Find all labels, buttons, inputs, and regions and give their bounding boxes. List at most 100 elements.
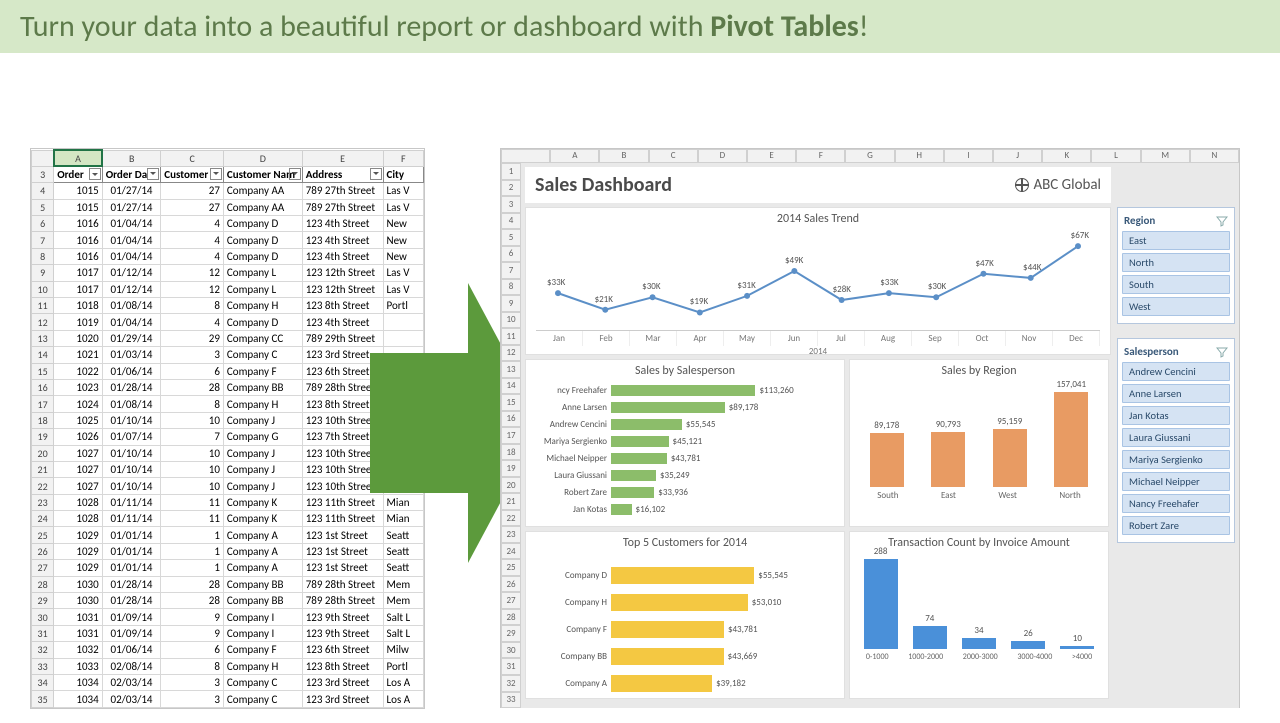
- table-cell[interactable]: 1029: [54, 560, 102, 576]
- table-cell[interactable]: Company H: [223, 298, 302, 314]
- table-cell[interactable]: Company J: [223, 461, 302, 477]
- table-cell[interactable]: Company G: [223, 429, 302, 445]
- table-cell[interactable]: 4: [161, 314, 224, 330]
- table-cell[interactable]: 01/04/14: [102, 314, 161, 330]
- row-header[interactable]: 30: [32, 609, 54, 625]
- table-cell[interactable]: 6: [161, 363, 224, 379]
- table-cell[interactable]: 01/10/14: [102, 445, 161, 461]
- row-header[interactable]: 13: [32, 330, 54, 346]
- table-cell[interactable]: 01/10/14: [102, 478, 161, 494]
- table-cell[interactable]: Company H: [223, 396, 302, 412]
- table-cell[interactable]: Company I: [223, 625, 302, 641]
- table-cell[interactable]: 01/04/14: [102, 216, 161, 232]
- table-cell[interactable]: Portl: [383, 658, 423, 674]
- table-cell[interactable]: Salt L: [383, 625, 423, 641]
- table-cell[interactable]: 123 8th Street: [302, 658, 383, 674]
- row-header[interactable]: 34: [32, 675, 54, 691]
- table-cell[interactable]: New: [383, 248, 423, 264]
- table-cell[interactable]: Las V: [383, 183, 423, 199]
- table-header[interactable]: Customer: [161, 166, 224, 182]
- table-cell[interactable]: Company K: [223, 494, 302, 510]
- table-cell[interactable]: 1027: [54, 461, 102, 477]
- row-header[interactable]: 22: [32, 478, 54, 494]
- table-cell[interactable]: Las V: [383, 265, 423, 281]
- table-cell[interactable]: Mem: [383, 593, 423, 609]
- table-cell[interactable]: 01/12/14: [102, 281, 161, 297]
- filter-dropdown-icon[interactable]: [210, 168, 222, 180]
- table-cell[interactable]: 01/29/14: [102, 330, 161, 346]
- table-cell[interactable]: 29: [161, 330, 224, 346]
- table-cell[interactable]: 1028: [54, 494, 102, 510]
- table-cell[interactable]: 10: [161, 461, 224, 477]
- table-cell[interactable]: Los A: [383, 675, 423, 691]
- table-cell[interactable]: 1034: [54, 675, 102, 691]
- slicer-item[interactable]: Mariya Sergienko: [1122, 450, 1230, 469]
- table-cell[interactable]: 789 27th Street: [302, 199, 383, 215]
- table-cell[interactable]: 02/08/14: [102, 658, 161, 674]
- filter-dropdown-icon[interactable]: [370, 168, 382, 180]
- table-cell[interactable]: 1019: [54, 314, 102, 330]
- slicer-item[interactable]: Anne Larsen: [1122, 384, 1230, 403]
- table-cell[interactable]: 123 9th Street: [302, 609, 383, 625]
- slicer-region[interactable]: Region EastNorthSouthWest: [1117, 207, 1235, 324]
- col-header[interactable]: F: [383, 150, 423, 166]
- table-cell[interactable]: 01/03/14: [102, 347, 161, 363]
- table-cell[interactable]: 1027: [54, 445, 102, 461]
- table-cell[interactable]: 1017: [54, 281, 102, 297]
- table-cell[interactable]: 8: [161, 298, 224, 314]
- table-cell[interactable]: Company F: [223, 642, 302, 658]
- row-header[interactable]: 15: [32, 363, 54, 379]
- table-cell[interactable]: Mem: [383, 576, 423, 592]
- table-cell[interactable]: 12: [161, 265, 224, 281]
- table-cell[interactable]: 12: [161, 281, 224, 297]
- table-cell[interactable]: 01/01/14: [102, 527, 161, 543]
- table-cell[interactable]: Company H: [223, 658, 302, 674]
- row-header[interactable]: 29: [32, 593, 54, 609]
- row-header[interactable]: 27: [32, 560, 54, 576]
- table-cell[interactable]: 27: [161, 183, 224, 199]
- slicer-item[interactable]: Andrew Cencini: [1122, 362, 1230, 381]
- table-cell[interactable]: Company CC: [223, 330, 302, 346]
- slicer-item[interactable]: Michael Neipper: [1122, 472, 1230, 491]
- table-cell[interactable]: 1031: [54, 625, 102, 641]
- slicer-item[interactable]: West: [1122, 297, 1230, 316]
- table-cell[interactable]: 9: [161, 625, 224, 641]
- row-header[interactable]: 10: [32, 281, 54, 297]
- row-header[interactable]: 12: [32, 314, 54, 330]
- row-header[interactable]: 32: [32, 642, 54, 658]
- table-cell[interactable]: 01/06/14: [102, 642, 161, 658]
- table-cell[interactable]: 1020: [54, 330, 102, 346]
- table-cell[interactable]: 01/27/14: [102, 199, 161, 215]
- table-cell[interactable]: 1018: [54, 298, 102, 314]
- table-cell[interactable]: 1031: [54, 609, 102, 625]
- table-cell[interactable]: Company BB: [223, 576, 302, 592]
- table-cell[interactable]: Company L: [223, 265, 302, 281]
- table-header[interactable]: Order Da: [102, 166, 161, 182]
- table-cell[interactable]: 1030: [54, 593, 102, 609]
- table-cell[interactable]: Las V: [383, 199, 423, 215]
- table-cell[interactable]: Company D: [223, 248, 302, 264]
- table-cell[interactable]: 27: [161, 199, 224, 215]
- filter-dropdown-icon[interactable]: [89, 168, 101, 180]
- table-cell[interactable]: Company L: [223, 281, 302, 297]
- slicer-item[interactable]: Robert Zare: [1122, 516, 1230, 535]
- table-cell[interactable]: Milw: [383, 642, 423, 658]
- row-header[interactable]: 24: [32, 511, 54, 527]
- table-cell[interactable]: Salt L: [383, 609, 423, 625]
- table-cell[interactable]: 01/06/14: [102, 363, 161, 379]
- table-cell[interactable]: 01/08/14: [102, 396, 161, 412]
- table-header[interactable]: Address: [302, 166, 383, 182]
- filter-icon[interactable]: [1216, 346, 1228, 358]
- table-cell[interactable]: 1021: [54, 347, 102, 363]
- filter-dropdown-icon[interactable]: [147, 168, 159, 180]
- table-cell[interactable]: 1022: [54, 363, 102, 379]
- slicer-item[interactable]: East: [1122, 231, 1230, 250]
- table-cell[interactable]: 789 28th Street: [302, 576, 383, 592]
- row-header[interactable]: 23: [32, 494, 54, 510]
- table-cell[interactable]: 01/28/14: [102, 379, 161, 395]
- table-cell[interactable]: 9: [161, 609, 224, 625]
- table-cell[interactable]: 1023: [54, 379, 102, 395]
- table-cell[interactable]: 11: [161, 494, 224, 510]
- table-cell[interactable]: 01/12/14: [102, 265, 161, 281]
- table-cell[interactable]: 01/10/14: [102, 461, 161, 477]
